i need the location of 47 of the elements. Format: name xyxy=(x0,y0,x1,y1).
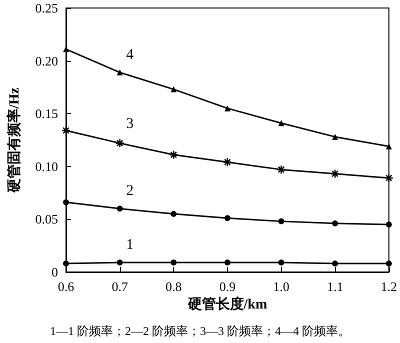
point xyxy=(386,221,392,228)
point xyxy=(276,164,286,174)
point xyxy=(116,69,123,76)
series-label: 4 xyxy=(126,46,134,63)
y-tick-label: 0.05 xyxy=(35,212,58,227)
x-tick-label: 0.8 xyxy=(166,279,182,294)
point xyxy=(224,215,230,222)
point xyxy=(170,210,177,217)
point xyxy=(332,260,338,267)
series-label: 1 xyxy=(126,236,134,253)
y-tick-label: 0.25 xyxy=(35,0,58,16)
point xyxy=(115,138,124,148)
x-tick-label: 0.9 xyxy=(219,279,236,294)
y-tick-label: 0 xyxy=(52,264,58,280)
y-tick-label: 0.15 xyxy=(35,106,58,122)
x-tick-label: 0.6 xyxy=(58,279,75,294)
point xyxy=(278,120,284,126)
text: 1—1 阶频率；2—2 阶频率；3—3 阶频率；4—4 阶频率。 xyxy=(50,324,350,338)
point xyxy=(168,150,178,160)
point xyxy=(278,218,284,224)
point xyxy=(61,126,71,136)
point xyxy=(224,259,230,266)
point xyxy=(384,173,394,183)
point xyxy=(386,260,392,267)
series-label: 2 xyxy=(126,183,134,200)
series-label: 3 xyxy=(126,116,134,132)
point xyxy=(222,158,232,167)
point xyxy=(116,206,123,212)
x-tick-label: 1.1 xyxy=(326,279,344,294)
x-tick-label: 1.0 xyxy=(273,279,290,294)
point xyxy=(63,199,69,206)
point xyxy=(330,169,340,178)
point xyxy=(278,259,284,266)
point xyxy=(224,105,230,112)
x-tick-label: 1.2 xyxy=(380,279,397,294)
y-axis-title: 硬管固有频率/Hz xyxy=(6,88,22,194)
y-tick-label: 0.10 xyxy=(35,158,58,174)
point xyxy=(332,220,338,226)
point xyxy=(386,143,392,150)
point xyxy=(63,260,69,267)
x-tick-label: 0.7 xyxy=(112,279,128,294)
point xyxy=(170,259,177,266)
point xyxy=(170,86,177,92)
y-tick-label: 0.20 xyxy=(35,53,58,68)
x-axis-title: 硬管长度/km xyxy=(186,296,268,312)
point xyxy=(332,134,338,140)
point xyxy=(116,259,123,266)
